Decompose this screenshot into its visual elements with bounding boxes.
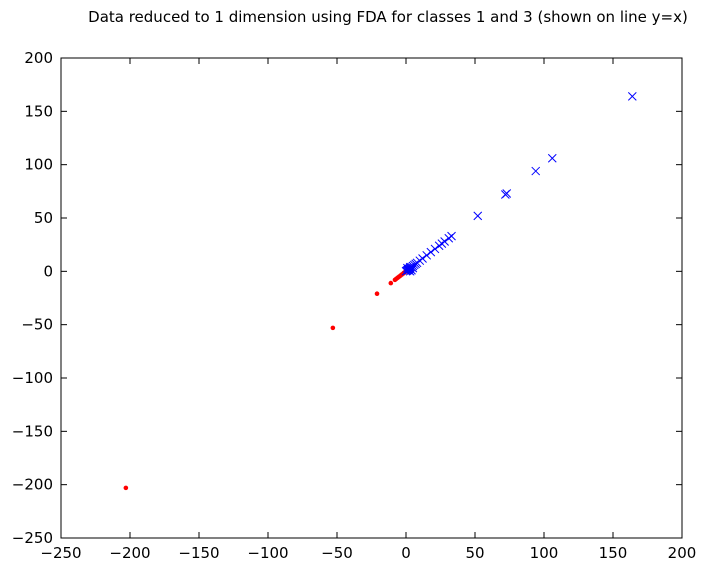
y-tick-label: −150 <box>12 422 53 440</box>
data-point-dot <box>388 280 394 286</box>
x-tick-label: 0 <box>401 544 411 562</box>
x-tick-label: 200 <box>668 544 697 562</box>
y-tick-label: 100 <box>24 156 53 174</box>
data-point-x <box>501 190 510 199</box>
data-point-x <box>404 265 414 275</box>
data-point-x <box>444 233 454 243</box>
points-layer <box>123 92 637 491</box>
x-tick-label: −50 <box>321 544 353 562</box>
data-point-x <box>422 250 432 260</box>
x-tick-label: 50 <box>465 544 484 562</box>
y-tick-label: 0 <box>43 262 53 280</box>
plot-area-frame <box>60 57 683 539</box>
data-point-x <box>627 92 637 101</box>
y-tick-label: −50 <box>21 316 53 334</box>
x-tick-label: −150 <box>178 544 219 562</box>
data-point-x <box>430 244 440 254</box>
data-point-x <box>426 247 436 257</box>
chart-title: Data reduced to 1 dimension using FDA fo… <box>88 8 688 26</box>
data-point-x <box>405 262 415 272</box>
y-tick-label: −200 <box>12 476 53 494</box>
data-point-x <box>547 153 557 163</box>
x-tick-label: 150 <box>599 544 628 562</box>
y-tick-label: −250 <box>12 529 53 547</box>
y-tick-label: 150 <box>24 102 53 120</box>
y-tick-label: 200 <box>24 49 53 67</box>
x-tick-label: 100 <box>530 544 559 562</box>
y-tick-label: 50 <box>34 209 53 227</box>
data-point-x <box>473 211 483 221</box>
data-point-dot <box>123 485 129 491</box>
x-tick-label: −100 <box>247 544 288 562</box>
axis-ticks: −250 −200 −150 −100 −50 0 50 100 150 200 −250 −200 −… <box>12 49 697 562</box>
x-tick-label: −200 <box>109 544 150 562</box>
y-tick-label: −100 <box>12 369 53 387</box>
x-tick-label: −250 <box>40 544 81 562</box>
data-point-x <box>434 241 444 251</box>
data-point-dot <box>330 325 336 331</box>
data-point-x <box>403 263 412 273</box>
data-point-x <box>407 265 416 275</box>
data-point-dot <box>374 291 380 297</box>
data-point-x <box>531 166 541 176</box>
